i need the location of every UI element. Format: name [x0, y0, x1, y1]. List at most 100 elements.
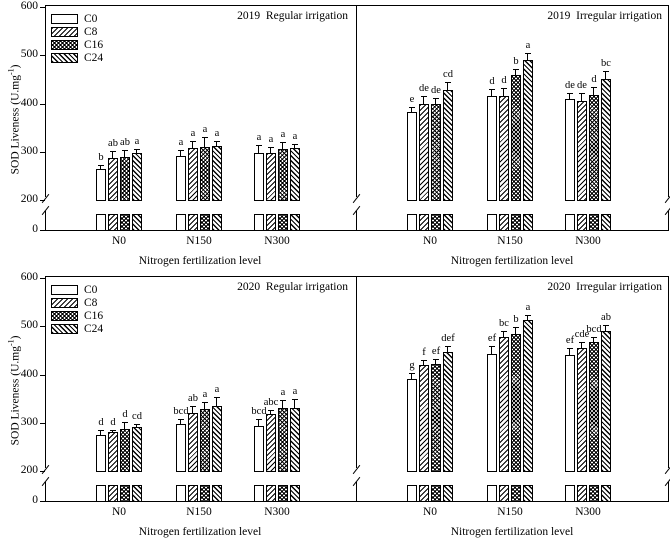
error-bar-line [124, 421, 125, 429]
error-bar-line [112, 429, 113, 433]
bar-C24-N300 [290, 408, 300, 472]
error-bar-line [411, 106, 412, 113]
legend-swatch-c8-icon [51, 298, 78, 309]
error-bar-cap [214, 397, 220, 399]
plot-border-vertical [356, 482, 357, 502]
bar-stub-C8-N150 [499, 214, 509, 231]
bar-C8-N0 [419, 365, 429, 472]
sig-letter: d [591, 73, 597, 85]
error-bar-cap [178, 418, 184, 420]
x-tick-label-n300: N300 [264, 506, 290, 518]
legend-item-c8: C8 [51, 294, 97, 309]
bar-stub-C24-N150 [523, 485, 533, 502]
error-bar-cap [489, 346, 495, 348]
sig-letter: de [565, 79, 575, 91]
error-bar-line [282, 400, 283, 409]
error-bar-line [294, 399, 295, 409]
legend-label-c24: C24 [84, 323, 104, 336]
sig-letter: b [98, 152, 104, 164]
bar-stub-C8-N300 [577, 485, 587, 502]
plot-border-vertical [668, 482, 669, 502]
bar-stub-C8-N0 [419, 485, 429, 502]
sig-letter: a [292, 131, 298, 143]
plot-border-bottom [45, 501, 669, 502]
error-bar-line [435, 359, 436, 365]
bar-stub-C16-N0 [431, 485, 441, 502]
bar-stub-C8-N0 [419, 214, 429, 231]
x-tick-label-n150: N150 [186, 235, 212, 247]
sig-letter: a [134, 136, 140, 148]
bar-C24-N150 [523, 59, 533, 201]
plot-border-vertical [356, 5, 357, 197]
error-bar-line [503, 330, 504, 337]
sig-letter: ab [188, 393, 198, 405]
error-bar-line [112, 150, 113, 158]
legend-swatch-c0-icon [51, 14, 78, 25]
sig-letter: b [513, 313, 519, 325]
sig-letter: g [409, 359, 415, 371]
sig-letter: ef [487, 333, 497, 345]
bar-C24-N150 [212, 146, 222, 201]
bar-C0-N150 [176, 424, 186, 472]
y-tick-label-0: 0 [32, 494, 38, 506]
legend-item-c8: C8 [51, 23, 97, 38]
sig-letter: bcd [251, 405, 267, 417]
error-bar-line [294, 144, 295, 149]
bar-stub-C16-N150 [511, 214, 521, 231]
sig-letter: cde [574, 328, 590, 340]
x-axis-title: Nitrogen fertilization level [138, 526, 262, 538]
x-tick-label-n0: N0 [422, 235, 438, 247]
error-bar-line [282, 141, 283, 150]
error-bar-cap [110, 429, 116, 431]
legend-label-c16: C16 [84, 39, 104, 52]
y-tick-mark [40, 374, 45, 376]
legend-swatch-c24-icon [51, 324, 78, 335]
y-tick-label-300: 300 [20, 416, 38, 428]
bar-C16-N150 [200, 409, 210, 472]
error-bar-line [411, 372, 412, 379]
bar-C0-N300 [254, 425, 264, 472]
sig-letter: a [202, 388, 208, 400]
error-bar-line [581, 93, 582, 101]
error-bar-line [503, 87, 504, 97]
bar-C24-N150 [212, 406, 222, 472]
error-bar-cap [591, 86, 597, 88]
y-tick-mark [40, 151, 45, 153]
panel-title-2020-irregular: 2020 Irregular irrigation [547, 281, 662, 293]
bar-C24-N0 [132, 427, 142, 472]
sig-letter: f [422, 347, 426, 359]
plot-border-vertical [356, 211, 357, 231]
sig-letter: ef [431, 346, 441, 358]
error-bar-cap [292, 144, 298, 146]
error-bar-cap [433, 359, 439, 361]
bar-C8-N0 [108, 432, 118, 472]
bar-C24-N0 [132, 152, 142, 201]
error-bar-line [593, 337, 594, 342]
sig-letter: bc [601, 58, 611, 70]
error-bar-cap [122, 150, 128, 152]
plot-area-2020-regular: d d d cd bcd ab a a bcd abc a a [0, 271, 670, 542]
sig-letter: a [292, 386, 298, 398]
bar-C24-N0 [443, 89, 453, 201]
y-tick-label-600: 600 [20, 271, 38, 283]
error-bar-line [515, 326, 516, 335]
legend-item-c24: C24 [51, 49, 103, 64]
error-bar-line [270, 409, 271, 415]
legend-label-c0: C0 [84, 13, 98, 26]
y-tick-label-500: 500 [20, 319, 38, 331]
x-axis-title: Nitrogen fertilization level [450, 526, 574, 538]
y-tick-label-200: 200 [20, 464, 38, 476]
bar-stub-C0-N0 [407, 485, 417, 502]
sig-letter: a [202, 123, 208, 135]
bar-C0-N300 [254, 153, 264, 201]
error-bar-line [216, 397, 217, 407]
error-bar-cap [591, 337, 597, 339]
sig-letter: a [280, 128, 286, 140]
legend-label-c16: C16 [84, 310, 104, 323]
bar-C0-N300 [565, 355, 575, 472]
bar-C8-N150 [188, 412, 198, 472]
error-bar-cap [214, 140, 220, 142]
error-bar-cap [190, 141, 196, 143]
sig-letter: d [501, 74, 507, 86]
